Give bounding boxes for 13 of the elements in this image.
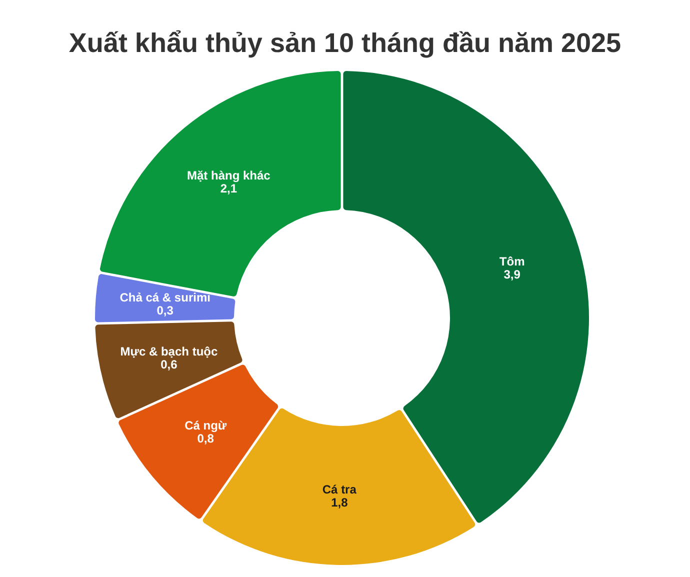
- slice-label: Mực & bạch tuộc: [120, 344, 218, 359]
- data-label: 0,3: [156, 304, 174, 318]
- slice-label: Tôm: [499, 254, 525, 268]
- slice-label: Chả cá & surimi: [120, 290, 210, 305]
- data-label: 0,8: [197, 432, 214, 446]
- slice-label: Mặt hàng khác: [186, 168, 271, 182]
- slice-label: Cá ngừ: [184, 418, 227, 433]
- data-label: 1,8: [331, 495, 348, 510]
- data-label: 2,1: [220, 181, 238, 196]
- data-label: 0,6: [160, 358, 178, 372]
- chart-title: Xuất khẩu thủy sản 10 tháng đầu năm 2025: [68, 28, 622, 58]
- data-label: 3,9: [504, 267, 521, 282]
- slice-label: Cá tra: [322, 482, 357, 496]
